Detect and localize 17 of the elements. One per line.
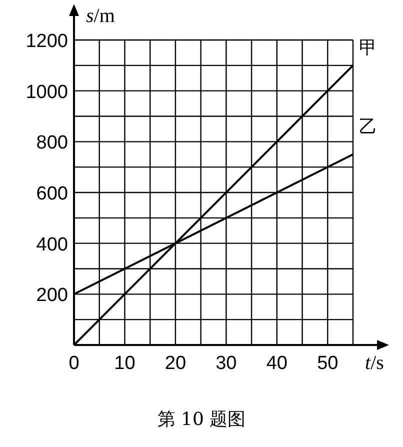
x-tick-label: 0 (68, 353, 80, 374)
x-tick-label: 20 (164, 353, 186, 374)
text: 第 10 题图 (157, 409, 246, 430)
y-tick-label: 1200 (26, 31, 68, 52)
y-tick-label: 800 (36, 132, 68, 154)
x-tick-label: 30 (216, 353, 237, 374)
x-tick-label: 10 (114, 353, 136, 374)
y-tick-label: 600 (36, 184, 68, 204)
x-tick-label: 50 (317, 353, 338, 374)
y-axis-title: s/m (86, 5, 116, 27)
y-tick-label: 1000 (26, 82, 68, 103)
series-label: 乙 (359, 116, 377, 138)
series-label: 甲 (359, 37, 377, 58)
x-tick-label: 40 (266, 353, 288, 374)
y-tick-label: 200 (36, 285, 68, 306)
y-tick-label: 400 (36, 234, 68, 256)
x-axis-title: t/s (365, 352, 384, 374)
